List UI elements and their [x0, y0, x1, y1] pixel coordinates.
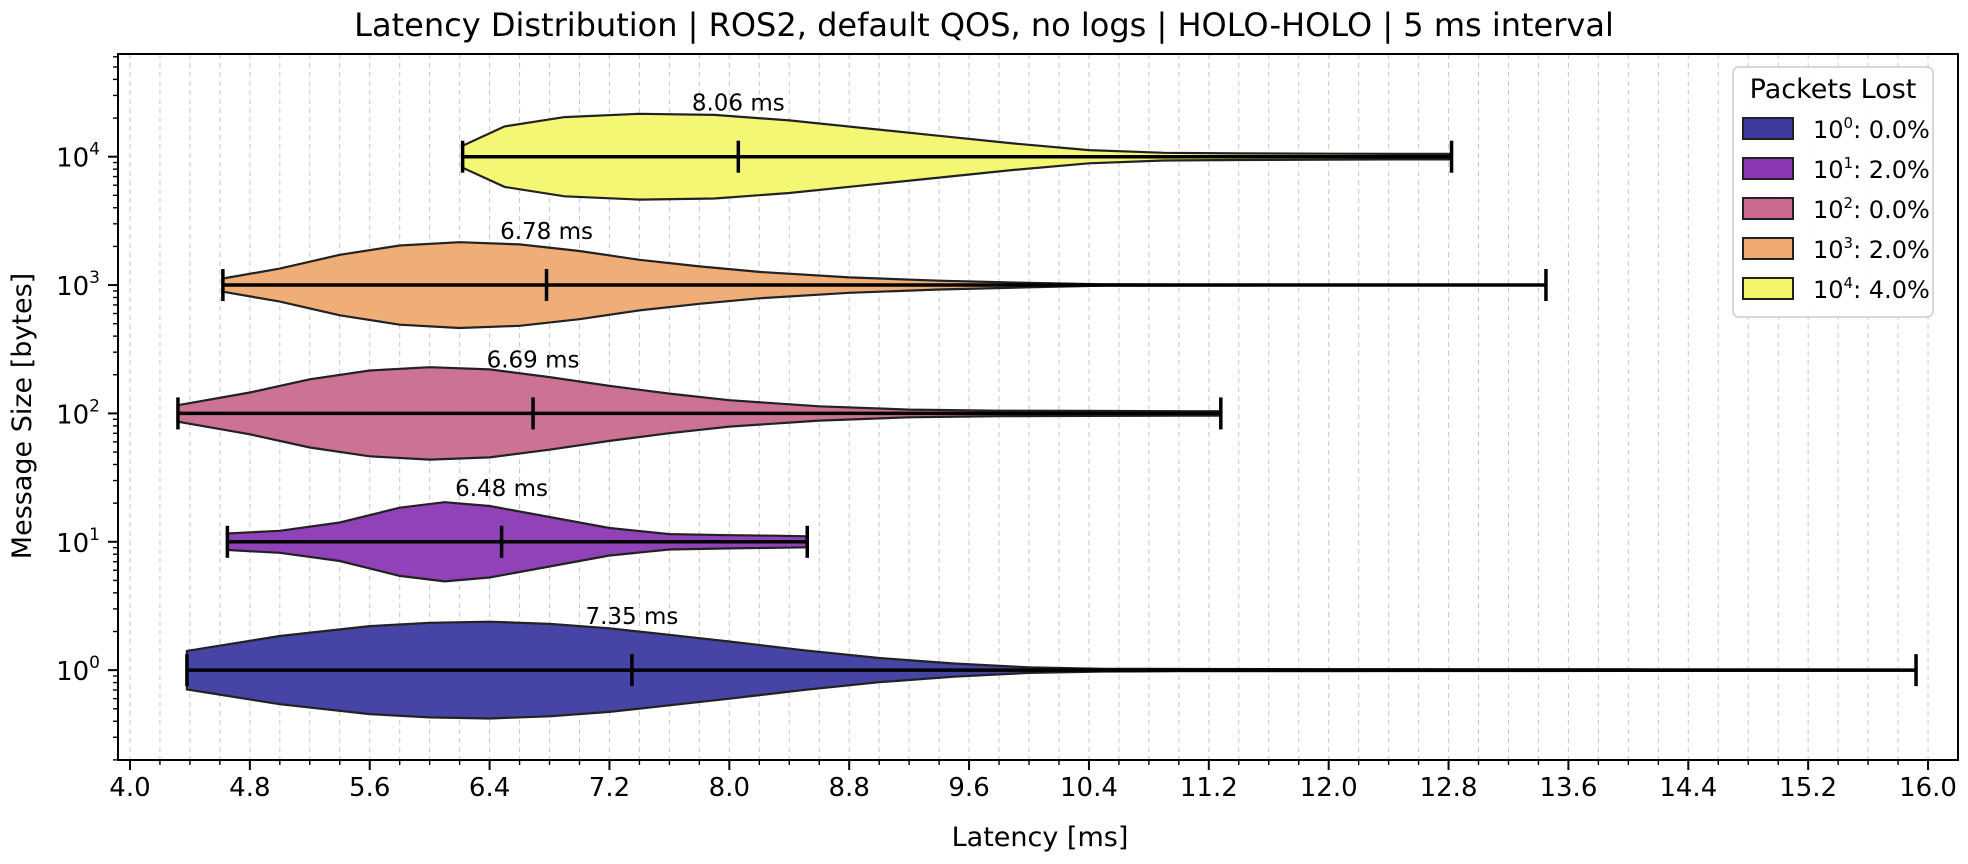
x-tick-label: 4.8 — [229, 773, 270, 803]
y-tick-label: 104 — [56, 140, 100, 174]
mean-data-label: 7.35 ms — [585, 604, 678, 630]
legend-entry-label: 100: 0.0% — [1813, 114, 1930, 144]
x-tick-label: 9.6 — [948, 773, 989, 803]
y-tick-label: 103 — [56, 268, 100, 302]
x-tick-label: 13.6 — [1539, 773, 1597, 803]
axes: 4.0 4.8 5.6 6.4 7.2 8.0 8.8 9.6 10.4 11.2 12.0 12.8… — [56, 53, 1959, 803]
mean-data-label: 6.69 ms — [487, 347, 580, 373]
legend-entry-label: 102: 0.0% — [1813, 194, 1930, 224]
x-tick-label: 12.0 — [1300, 773, 1358, 803]
x-tick-label: 6.4 — [469, 773, 510, 803]
legend: Packets Lost 100: 0.0% 101: 2.0% 102: 0.0% 1… — [1732, 66, 1934, 318]
x-axis-label: Latency [ms] — [952, 822, 1129, 853]
legend-entry-label: 104: 4.0% — [1813, 274, 1930, 304]
mean-data-label: 6.78 ms — [500, 219, 593, 245]
x-tick-label: 11.2 — [1180, 773, 1238, 803]
x-tick-label: 8.8 — [829, 773, 870, 803]
chart-title: Latency Distribution | ROS2, default QOS… — [354, 6, 1614, 44]
mean-data-label: 8.06 ms — [692, 91, 785, 117]
x-tick-label: 7.2 — [589, 773, 630, 803]
mean-data-label: 6.48 ms — [455, 476, 548, 502]
plot-frame — [117, 53, 1959, 761]
x-tick-label: 10.4 — [1060, 773, 1118, 803]
legend-swatch — [1742, 277, 1794, 300]
x-tick-label: 8.0 — [709, 773, 750, 803]
x-tick-label: 5.6 — [349, 773, 390, 803]
y-tick-label: 102 — [56, 396, 100, 430]
y-tick-label: 101 — [56, 525, 100, 559]
x-tick-label: 14.4 — [1659, 773, 1717, 803]
legend-entry-label: 103: 2.0% — [1813, 234, 1930, 264]
x-tick-label: 4.0 — [109, 773, 150, 803]
y-axis-label: Message Size [bytes] — [7, 273, 38, 559]
legend-title: Packets Lost — [1750, 74, 1917, 105]
violins: 7.35 ms 6.48 ms 6.69 ms 6.78 ms 8.06 ms — [176, 91, 1918, 720]
x-tick-label: 15.2 — [1779, 773, 1837, 803]
legend-swatch — [1742, 157, 1794, 180]
legend-entry-label: 101: 2.0% — [1813, 154, 1930, 184]
x-tick-label: 12.8 — [1420, 773, 1478, 803]
legend-swatch — [1742, 197, 1794, 220]
x-tick-label: 16.0 — [1899, 773, 1957, 803]
legend-swatch — [1742, 117, 1794, 140]
legend-swatch — [1742, 237, 1794, 260]
y-tick-label: 100 — [56, 653, 100, 687]
